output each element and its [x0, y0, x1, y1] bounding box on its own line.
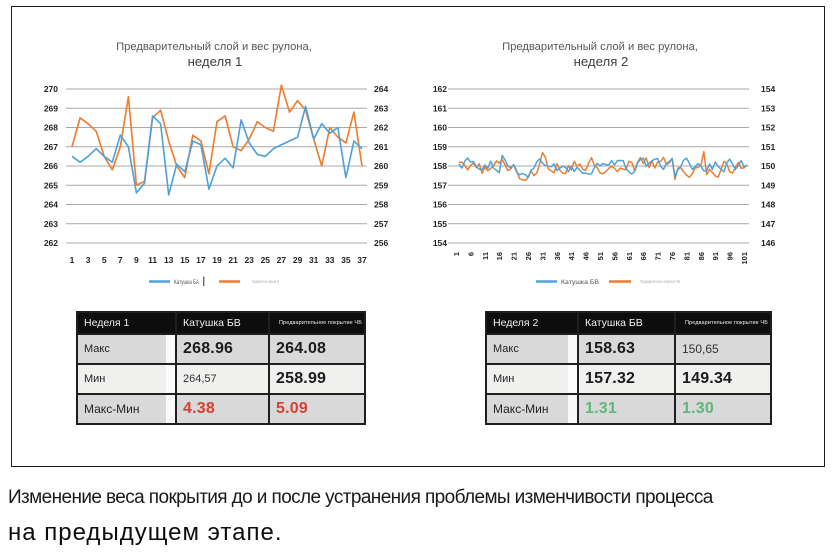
svg-text:86: 86	[697, 252, 706, 260]
svg-text:155: 155	[433, 219, 447, 229]
svg-text:162: 162	[433, 84, 447, 94]
svg-text:17: 17	[196, 255, 206, 265]
svg-text:96: 96	[726, 252, 735, 260]
svg-text:261: 261	[374, 142, 388, 152]
svg-text:56: 56	[610, 252, 619, 260]
svg-text:11: 11	[148, 255, 157, 265]
svg-text:160: 160	[433, 123, 447, 133]
svg-text:153: 153	[761, 104, 775, 114]
svg-text:27: 27	[277, 255, 287, 265]
svg-text:7: 7	[118, 255, 123, 265]
svg-text:23: 23	[244, 255, 254, 265]
svg-text:26: 26	[524, 252, 533, 260]
svg-text:11: 11	[481, 252, 490, 260]
svg-text:152: 152	[761, 123, 775, 133]
svg-text:Предварительное покрытие ЧБ: Предварительное покрытие ЧБ	[252, 279, 279, 284]
svg-text:Катушка БВ: Катушка БВ	[561, 279, 599, 286]
svg-text:35: 35	[341, 255, 351, 265]
svg-text:3: 3	[86, 255, 91, 265]
svg-text:31: 31	[309, 255, 319, 265]
svg-text:148: 148	[761, 200, 775, 210]
svg-text:5: 5	[102, 255, 107, 265]
svg-text:21: 21	[228, 255, 238, 265]
svg-text:101: 101	[740, 252, 749, 265]
svg-text:151: 151	[761, 142, 775, 152]
svg-text:Предварительный слой и вес рул: Предварительный слой и вес рулона,	[502, 41, 698, 53]
svg-text:159: 159	[433, 142, 447, 152]
svg-text:76: 76	[668, 252, 677, 260]
svg-text:264: 264	[374, 84, 388, 94]
svg-text:266: 266	[44, 161, 58, 171]
svg-text:13: 13	[164, 255, 174, 265]
svg-text:9: 9	[134, 255, 139, 265]
svg-text:157: 157	[433, 180, 447, 190]
svg-text:36: 36	[553, 252, 562, 260]
svg-text:264: 264	[44, 200, 58, 210]
svg-text:269: 269	[44, 104, 58, 114]
svg-text:41: 41	[567, 252, 576, 260]
svg-text:158: 158	[433, 161, 447, 171]
svg-text:91: 91	[711, 252, 720, 260]
svg-text:61: 61	[625, 252, 634, 260]
svg-text:150: 150	[761, 161, 775, 171]
svg-text:268: 268	[44, 123, 58, 133]
svg-text:260: 260	[374, 161, 388, 171]
svg-text:156: 156	[433, 200, 447, 210]
svg-text:257: 257	[374, 219, 388, 229]
svg-text:270: 270	[44, 84, 58, 94]
svg-text:1: 1	[70, 255, 75, 265]
svg-text:16: 16	[495, 252, 504, 260]
svg-text:31: 31	[538, 252, 547, 260]
svg-text:19: 19	[212, 255, 222, 265]
svg-text:66: 66	[639, 252, 648, 260]
svg-text:Предварительный слой и вес рул: Предварительный слой и вес рулона,	[116, 41, 312, 53]
svg-text:149: 149	[761, 180, 775, 190]
svg-text:81: 81	[682, 252, 691, 260]
svg-text:262: 262	[374, 123, 388, 133]
svg-text:46: 46	[582, 252, 591, 260]
svg-text:154: 154	[761, 84, 775, 94]
svg-text:15: 15	[180, 255, 190, 265]
svg-text:неделя 2: неделя 2	[574, 54, 629, 69]
svg-text:258: 258	[374, 200, 388, 210]
svg-text:51: 51	[596, 252, 605, 260]
svg-text:1: 1	[452, 252, 461, 256]
svg-text:146: 146	[761, 238, 775, 248]
svg-text:6: 6	[466, 252, 475, 256]
svg-text:262: 262	[44, 238, 58, 248]
svg-text:25: 25	[261, 255, 271, 265]
svg-text:147: 147	[761, 219, 775, 229]
svg-text:161: 161	[433, 104, 447, 114]
svg-text:29: 29	[293, 255, 303, 265]
svg-text:37: 37	[357, 255, 367, 265]
svg-text:263: 263	[374, 104, 388, 114]
svg-text:263: 263	[44, 219, 58, 229]
svg-text:256: 256	[374, 238, 388, 248]
svg-text:154: 154	[433, 238, 447, 248]
svg-text:неделя 1: неделя 1	[188, 54, 243, 69]
svg-text:33: 33	[325, 255, 335, 265]
svg-text:267: 267	[44, 142, 58, 152]
svg-text:71: 71	[654, 252, 663, 260]
svg-text:21: 21	[510, 252, 519, 260]
svg-text:Предварительное покрытие ЧБ: Предварительное покрытие ЧБ	[640, 279, 680, 284]
svg-text:Катушка БА: Катушка БА	[174, 279, 199, 286]
svg-text:259: 259	[374, 180, 388, 190]
svg-text:265: 265	[44, 180, 58, 190]
